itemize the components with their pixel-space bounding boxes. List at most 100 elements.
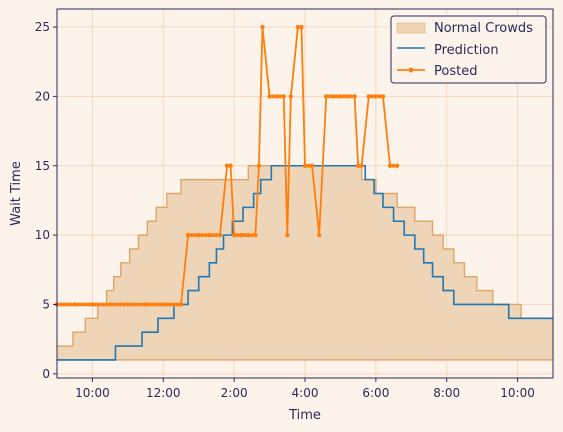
y-axis-label: Wait Time (9, 161, 24, 226)
posted-point-19 (260, 24, 265, 30)
posted-marker (281, 94, 286, 99)
posted-marker (274, 94, 279, 99)
posted-marker (196, 233, 201, 238)
posted-marker (129, 302, 134, 307)
normal-crowds-fill (57, 165, 553, 360)
posted-point-23 (285, 232, 290, 238)
posted-marker (79, 302, 84, 307)
y-tick-label: 10 (35, 228, 50, 242)
posted-marker (366, 94, 371, 99)
y-tick-label: 25 (35, 20, 50, 34)
posted-marker (147, 302, 152, 307)
posted-marker (97, 302, 102, 307)
posted-marker (143, 302, 148, 307)
posted-marker (100, 302, 105, 307)
legend-box (390, 15, 547, 84)
posted-marker (299, 25, 304, 30)
y-tick-label: 15 (35, 159, 50, 173)
posted-marker (193, 233, 198, 238)
legend-label-posted: Posted (434, 64, 477, 79)
posted-marker (164, 302, 169, 307)
normal-crowds-upper-edge (57, 165, 553, 347)
posted-marker (377, 94, 382, 99)
posted-marker (93, 302, 98, 307)
axis-ticks: 10:00 12:00 2:00 4:00 6:00 8:00 10:00 0 5 10 15 20 2… (35, 20, 535, 400)
posted-marker (228, 163, 233, 168)
legend-marker-posted (408, 67, 414, 73)
posted-marker (207, 233, 212, 238)
x-tick-label: 12:00 (146, 386, 181, 400)
posted-marker (388, 163, 393, 168)
posted-marker (359, 163, 364, 168)
y-tick-label: 20 (35, 89, 50, 103)
prediction-line (57, 164, 553, 361)
posted-marker (278, 94, 283, 99)
posted-marker (217, 233, 222, 238)
x-tick-label: 10:00 (500, 386, 535, 400)
posted-marker (200, 233, 205, 238)
posted-marker (69, 302, 73, 307)
posted-marker (225, 163, 230, 168)
posted-marker (267, 94, 272, 99)
y-tick-label: 0 (42, 367, 50, 381)
posted-marker (327, 94, 332, 99)
posted-marker (118, 302, 123, 307)
posted-marker (356, 163, 361, 168)
legend-label-normal-crowds: Normal Crowds (434, 21, 533, 36)
posted-marker (349, 94, 354, 99)
posted-marker (62, 302, 66, 307)
posted-marker (373, 94, 378, 99)
posted-marker (310, 163, 314, 168)
posted-marker (76, 302, 81, 307)
posted-marker (232, 233, 237, 238)
posted-marker (171, 302, 176, 307)
posted-marker (86, 302, 91, 307)
y-tick-label: 5 (42, 297, 50, 311)
posted-marker (65, 302, 70, 307)
posted-marker (352, 94, 357, 99)
legend-swatch-normal-crowds (396, 22, 426, 34)
posted-marker (132, 302, 137, 307)
posted-marker (139, 302, 144, 307)
posted-marker (175, 302, 180, 307)
posted-marker (380, 94, 385, 99)
legend: Normal Crowds Prediction Posted (390, 15, 547, 84)
posted-marker (186, 233, 191, 238)
posted-point-18 (256, 163, 262, 168)
posted-marker (83, 302, 88, 307)
posted-marker (334, 94, 339, 99)
x-axis-label: Time (288, 408, 321, 423)
x-tick-label: 2:00 (221, 386, 248, 400)
posted-marker (235, 233, 240, 238)
posted-marker (58, 302, 63, 307)
posted-marker (395, 163, 400, 168)
posted-marker (341, 94, 346, 99)
series-lines (54, 24, 553, 361)
posted-marker (246, 233, 251, 238)
posted-marker (331, 94, 336, 99)
posted-marker (210, 233, 215, 238)
legend-label-prediction: Prediction (434, 43, 499, 58)
x-tick-label: 6:00 (362, 386, 389, 400)
posted-marker (242, 233, 247, 238)
posted-marker (115, 302, 120, 307)
posted-marker (122, 302, 127, 307)
posted-point-24 (288, 94, 294, 99)
posted-marker (271, 94, 276, 99)
posted-marker (189, 233, 194, 238)
posted-marker (203, 233, 208, 238)
posted-marker (136, 302, 141, 307)
posted-marker (391, 163, 396, 168)
posted-marker (370, 94, 375, 99)
posted-marker (157, 302, 162, 307)
posted-marker (154, 302, 159, 307)
x-tick-label: 8:00 (433, 386, 460, 400)
posted-marker (239, 233, 244, 238)
posted-marker (178, 302, 183, 307)
posted-marker (111, 302, 116, 307)
posted-marker (306, 163, 311, 168)
posted-marker (214, 233, 219, 238)
posted-marker (295, 25, 300, 30)
posted-marker (345, 94, 350, 99)
